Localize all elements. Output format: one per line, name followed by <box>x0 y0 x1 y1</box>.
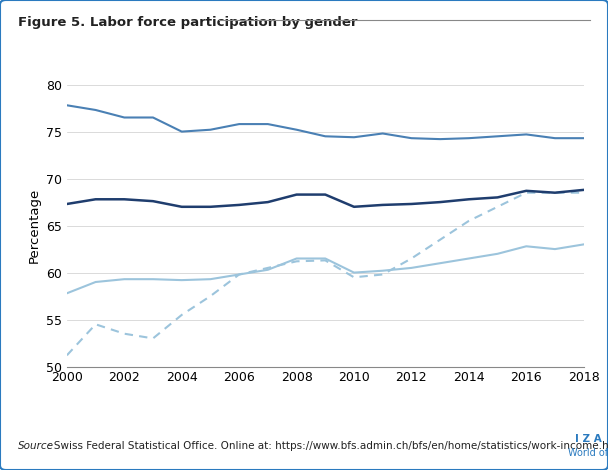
Text: Source: Source <box>18 441 54 451</box>
Text: World of Labor: World of Labor <box>568 448 608 458</box>
Text: I Z A: I Z A <box>575 434 601 444</box>
Text: Figure 5. Labor force participation by gender: Figure 5. Labor force participation by g… <box>18 16 358 30</box>
Text: : Swiss Federal Statistical Office. Online at: https://www.bfs.admin.ch/bfs/en/h: : Swiss Federal Statistical Office. Onli… <box>47 441 608 451</box>
Legend: All (15 or older), Women (15 or older), Men (15 or older), Women (aged 55–64): All (15 or older), Women (15 or older), … <box>137 465 513 470</box>
Y-axis label: Percentage: Percentage <box>27 188 41 263</box>
